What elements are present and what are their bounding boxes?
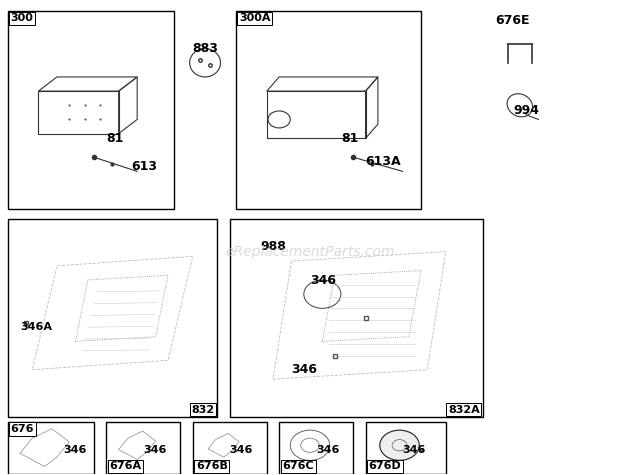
Bar bbox=[236, 11, 421, 209]
Text: 81: 81 bbox=[106, 132, 124, 145]
Text: 81: 81 bbox=[341, 132, 358, 145]
Text: 676B: 676B bbox=[196, 461, 228, 471]
Bar bbox=[279, 422, 353, 474]
Bar bbox=[7, 218, 218, 417]
Text: 346: 346 bbox=[310, 274, 336, 286]
Bar bbox=[7, 11, 174, 209]
Text: 613A: 613A bbox=[366, 155, 401, 169]
Text: 832: 832 bbox=[191, 405, 215, 415]
Text: 676D: 676D bbox=[369, 461, 401, 471]
Bar bbox=[106, 422, 180, 474]
Text: 676A: 676A bbox=[109, 461, 141, 471]
Bar bbox=[7, 422, 94, 474]
Text: 346: 346 bbox=[143, 445, 167, 455]
Text: 988: 988 bbox=[260, 240, 286, 254]
Text: 676: 676 bbox=[11, 424, 34, 434]
Text: 994: 994 bbox=[514, 104, 539, 116]
Text: 300A: 300A bbox=[239, 13, 270, 23]
Text: 346: 346 bbox=[230, 445, 253, 455]
Text: 832A: 832A bbox=[448, 405, 480, 415]
Text: 346A: 346A bbox=[20, 322, 52, 332]
Text: 346: 346 bbox=[316, 445, 340, 455]
Text: 676E: 676E bbox=[495, 14, 529, 27]
Bar bbox=[366, 422, 446, 474]
Text: 346: 346 bbox=[402, 445, 426, 455]
Text: 613: 613 bbox=[131, 160, 157, 173]
Text: 300: 300 bbox=[11, 13, 33, 23]
Bar bbox=[230, 218, 483, 417]
Text: 346: 346 bbox=[291, 363, 317, 376]
Text: eReplacementParts.com: eReplacementParts.com bbox=[225, 245, 395, 259]
Text: 676C: 676C bbox=[282, 461, 314, 471]
Text: 883: 883 bbox=[193, 42, 219, 55]
Circle shape bbox=[379, 430, 419, 460]
Bar bbox=[193, 422, 267, 474]
Text: 346: 346 bbox=[63, 445, 86, 455]
